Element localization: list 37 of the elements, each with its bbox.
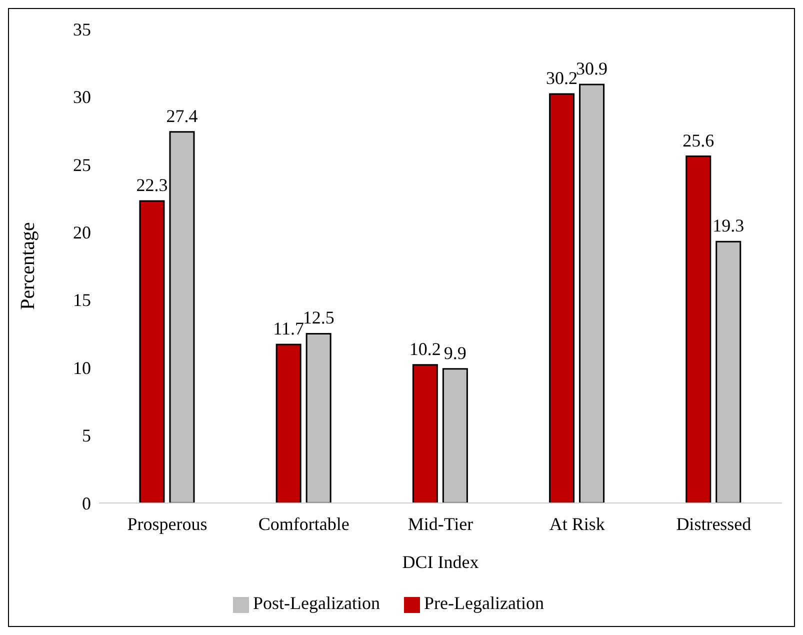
- bar: [169, 131, 195, 503]
- bar: [716, 240, 742, 503]
- data-label: 22.3: [136, 174, 168, 195]
- bar: [442, 368, 468, 503]
- y-axis-title: Percentage: [17, 222, 40, 310]
- y-tick-label: 25: [73, 154, 91, 175]
- x-axis-title: DCI Index: [402, 552, 479, 572]
- legend-label: Post-Legalization: [253, 593, 380, 613]
- y-tick-label: 0: [82, 493, 91, 514]
- legend-label: Pre-Legalization: [424, 593, 544, 613]
- y-tick-label: 15: [73, 290, 91, 310]
- bar: [549, 93, 575, 503]
- x-tick-label: Comfortable: [258, 514, 350, 534]
- bar: [412, 364, 438, 503]
- data-label: 9.9: [444, 342, 466, 363]
- bar: [306, 332, 332, 503]
- x-tick-label: Prosperous: [127, 514, 208, 534]
- x-tick-label: At Risk: [549, 514, 605, 534]
- y-tick-label: 5: [82, 426, 91, 446]
- y-tick-label: 35: [73, 19, 91, 40]
- data-label: 30.9: [576, 58, 608, 79]
- y-tick-label: 10: [73, 358, 91, 378]
- data-label: 25.6: [682, 130, 714, 150]
- x-tick-label: Distressed: [676, 514, 752, 534]
- x-tick-label: Mid-Tier: [408, 514, 474, 534]
- bar: [579, 84, 605, 503]
- data-label: 30.2: [546, 68, 578, 88]
- bar: [139, 200, 165, 503]
- data-label: 19.3: [712, 216, 744, 236]
- data-label: 27.4: [166, 106, 198, 126]
- y-tick-label: 30: [73, 87, 91, 108]
- data-label: 11.7: [273, 318, 304, 339]
- y-tick-label: 20: [73, 222, 91, 243]
- data-label: 10.2: [409, 338, 441, 359]
- bar: [686, 156, 712, 503]
- data-label: 12.5: [302, 308, 334, 328]
- bar: [276, 344, 302, 503]
